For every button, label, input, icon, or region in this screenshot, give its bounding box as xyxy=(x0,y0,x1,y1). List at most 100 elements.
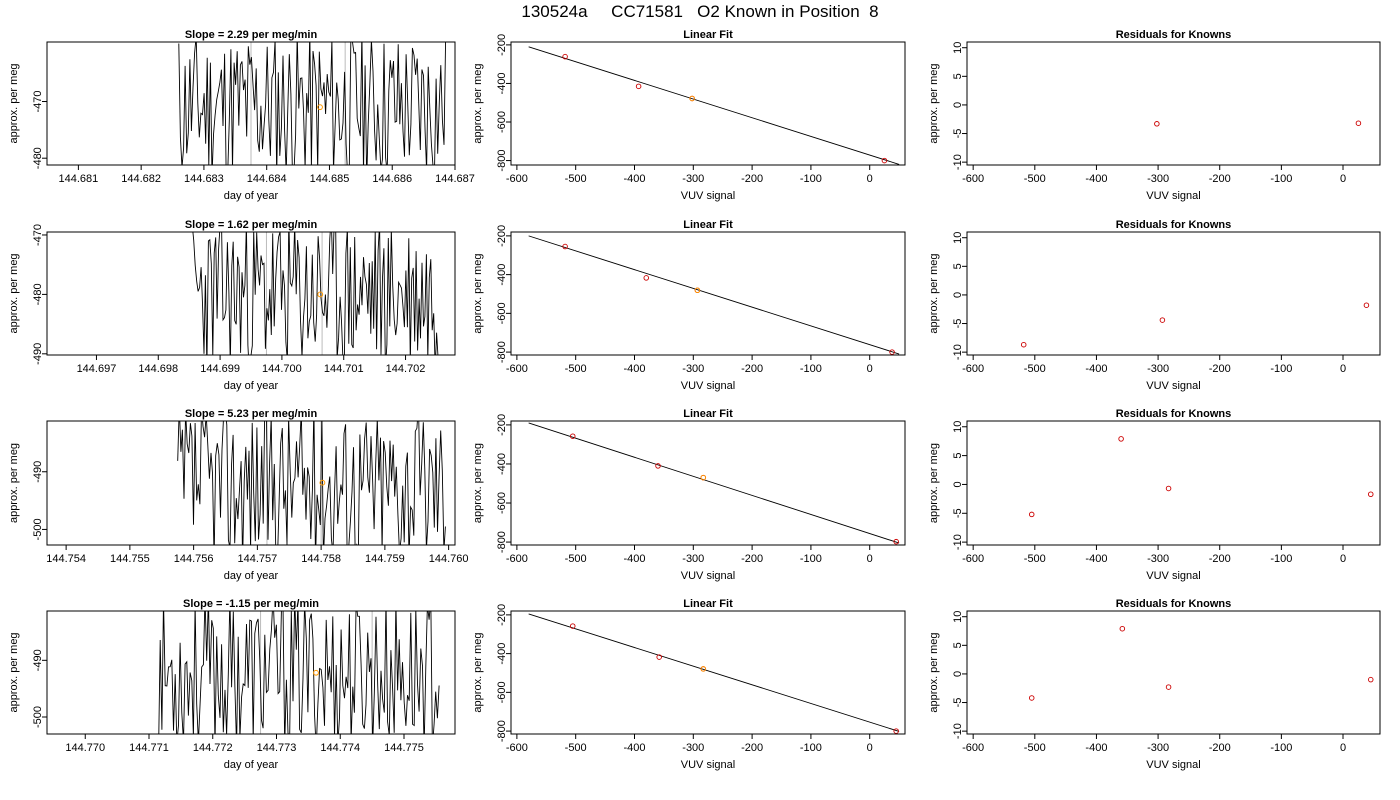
data-point xyxy=(635,83,642,90)
x-tick-label: -400 xyxy=(623,363,645,375)
y-tick-label: -800 xyxy=(496,341,508,363)
data-point xyxy=(1368,491,1374,497)
data-point xyxy=(1159,317,1166,323)
x-tick-label: 144.684 xyxy=(247,173,287,185)
x-tick-label: -300 xyxy=(1147,742,1169,754)
x-axis-label: VUV signal xyxy=(681,570,735,582)
panel-3-3: Residuals for Knowns-600 -500 -400 -300 -200… xyxy=(928,408,1381,582)
y-tick-label: -490 xyxy=(32,343,44,365)
panel-title: Residuals for Knowns xyxy=(1116,408,1232,420)
y-tick-label: -200 xyxy=(496,604,508,626)
x-tick-label: 144.772 xyxy=(193,742,233,754)
mean-marker xyxy=(319,479,326,486)
x-tick-label: 0 xyxy=(867,173,873,185)
x-axis-label: VUV signal xyxy=(681,759,735,771)
mean-marker xyxy=(317,104,323,111)
panel-1-1: Slope = 2.29 per meg/min 144.681 144.682 14… xyxy=(8,29,475,202)
panel-4-3: Residuals for Knowns-600 -500 -400 -300 -200… xyxy=(928,598,1381,771)
x-tick-label: -600 xyxy=(506,742,528,754)
plot-frame xyxy=(46,41,456,166)
x-axis-label: VUV signal xyxy=(681,190,735,202)
data-point xyxy=(1154,121,1160,127)
panel-title: Residuals for Knowns xyxy=(1116,29,1232,41)
data-point xyxy=(1020,341,1027,348)
y-axis-label: approx. per meg xyxy=(472,63,484,143)
x-tick-label: -100 xyxy=(1270,742,1292,754)
x-tick-label: 144.682 xyxy=(121,173,161,185)
x-tick-label: 144.775 xyxy=(384,742,424,754)
y-tick-label: 0 xyxy=(952,481,964,487)
x-tick-label: 0 xyxy=(1340,173,1346,185)
plot-frame xyxy=(46,231,456,356)
data-point xyxy=(893,728,899,734)
x-tick-label: -300 xyxy=(1147,173,1169,185)
y-tick-label: 5 xyxy=(952,73,964,79)
data-point xyxy=(569,623,576,629)
signal-line xyxy=(192,232,439,355)
data-point xyxy=(889,349,895,355)
x-axis-label: VUV signal xyxy=(1146,759,1200,771)
x-axis-label: day of year xyxy=(224,759,279,771)
x-tick-label: 144.770 xyxy=(65,742,105,754)
y-tick-label: -10 xyxy=(952,154,964,170)
fit-line xyxy=(528,46,900,165)
x-axis-label: VUV signal xyxy=(1146,570,1200,582)
y-axis-label: approx. per meg xyxy=(8,443,20,523)
data-point xyxy=(1118,436,1124,442)
x-tick-label: -500 xyxy=(565,742,587,754)
figure-title: 130524a CC71581 O2 Known in Position 8 xyxy=(521,2,879,21)
y-tick-label: -480 xyxy=(32,147,44,169)
x-tick-label: -300 xyxy=(1147,363,1169,375)
data-point xyxy=(1368,676,1374,683)
x-tick-label: -600 xyxy=(962,173,984,185)
panel-1-2: Linear Fit -600 -500 -400 -300 -200 -100 0 -200 -… xyxy=(472,29,906,202)
data-point xyxy=(1165,684,1172,690)
data-point xyxy=(1363,302,1370,308)
panel-title: Residuals for Knowns xyxy=(1116,598,1232,610)
panel-title: Linear Fit xyxy=(683,598,733,610)
x-tick-label: 144.697 xyxy=(77,363,117,375)
fit-line xyxy=(528,422,900,544)
y-tick-label: -200 xyxy=(496,414,508,436)
y-tick-label: -200 xyxy=(496,34,508,56)
x-tick-label: -300 xyxy=(682,553,704,565)
x-tick-label: -100 xyxy=(800,553,822,565)
x-tick-label: 0 xyxy=(1340,742,1346,754)
x-tick-label: -500 xyxy=(565,553,587,565)
data-point xyxy=(562,53,568,60)
x-tick-label: 144.757 xyxy=(237,553,277,565)
plot-area xyxy=(178,42,447,165)
x-tick-label: 0 xyxy=(1340,363,1346,375)
plot-frame xyxy=(966,231,1381,356)
y-tick-label: -600 xyxy=(496,681,508,703)
x-tick-label: 0 xyxy=(1340,553,1346,565)
data-point xyxy=(1165,485,1172,492)
y-tick-label: -400 xyxy=(496,72,508,94)
plot-area xyxy=(177,421,446,545)
x-tick-label: -200 xyxy=(741,173,763,185)
y-tick-label: 0 xyxy=(952,292,964,298)
data-point xyxy=(562,243,568,250)
y-tick-label: 5 xyxy=(952,642,964,648)
highlight-point xyxy=(689,95,695,102)
y-axis-label: approx. per meg xyxy=(928,632,940,712)
y-tick-label: -490 xyxy=(32,461,44,483)
y-axis-label: approx. per meg xyxy=(928,63,940,143)
x-tick-label: 144.701 xyxy=(324,363,364,375)
x-tick-label: -300 xyxy=(682,742,704,754)
y-tick-label: -500 xyxy=(32,518,44,540)
x-tick-label: -100 xyxy=(1270,173,1292,185)
x-tick-label: -600 xyxy=(506,173,528,185)
x-tick-label: -600 xyxy=(506,553,528,565)
x-tick-label: -500 xyxy=(1024,363,1046,375)
x-tick-label: -500 xyxy=(565,363,587,375)
x-tick-label: -200 xyxy=(741,553,763,565)
data-point xyxy=(569,433,576,439)
x-tick-label: -400 xyxy=(623,173,645,185)
panel-title: Slope = 5.23 per meg/min xyxy=(185,408,318,420)
panel-2-1: Slope = 1.62 per meg/min 144.697 144.698 14… xyxy=(8,219,456,392)
y-axis-label: approx. per meg xyxy=(8,632,20,712)
x-tick-label: -400 xyxy=(623,553,645,565)
plot-frame xyxy=(46,610,456,735)
x-tick-label: -200 xyxy=(1209,173,1231,185)
